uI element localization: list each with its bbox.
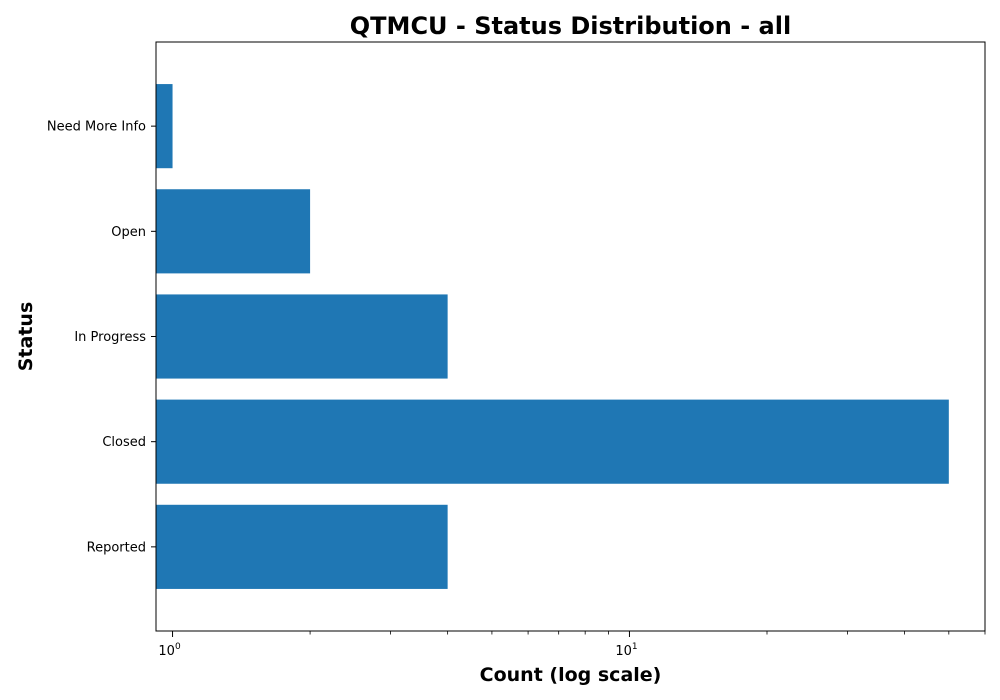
y-axis-title: Status — [15, 302, 37, 372]
x-tick-label: 101 — [615, 642, 637, 659]
y-tick-label: Need More Info — [47, 120, 146, 135]
plot-frame — [155, 41, 986, 632]
y-tick-label: Reported — [87, 540, 146, 555]
bar-reported — [156, 504, 448, 589]
bar-closed — [156, 399, 949, 484]
bar-in-progress — [156, 294, 448, 379]
bars-layer — [156, 84, 949, 589]
y-tick-label: In Progress — [74, 330, 146, 345]
y-tick-label: Open — [111, 225, 146, 240]
chart-title: QTMCU - Status Distribution - all — [350, 12, 791, 40]
y-tick-label: Closed — [102, 435, 146, 450]
x-axis-ticks: 100 101 — [158, 631, 986, 659]
y-axis-ticks: Reported Closed In Progress Open Need More I… — [47, 120, 156, 555]
x-axis-title: Count (log scale) — [480, 664, 662, 686]
bar-need-more-info — [156, 84, 173, 169]
bar-open — [156, 189, 311, 274]
x-tick-label: 100 — [158, 642, 181, 659]
